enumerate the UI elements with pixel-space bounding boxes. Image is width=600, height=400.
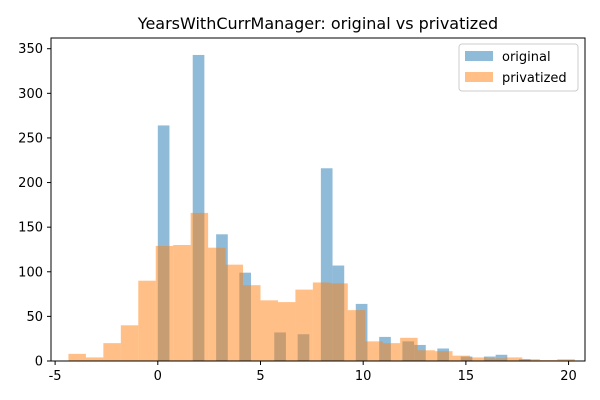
- privatized-bar: [295, 289, 313, 361]
- original-bar: [192, 54, 205, 361]
- original-legend-swatch: [465, 51, 493, 61]
- privatized-bar: [347, 310, 366, 361]
- plot-frame: [50, 37, 586, 362]
- privatized-bar: [260, 300, 278, 361]
- privatized-bar: [365, 341, 383, 361]
- privatized-legend-label: privatized: [502, 71, 567, 86]
- privatized-bar: [120, 325, 139, 361]
- privatized-bar: [522, 359, 540, 361]
- privatized-bar: [452, 355, 470, 361]
- privatized-bar: [277, 302, 296, 361]
- y-tick-label: 250: [18, 131, 43, 146]
- x-tick-label: -5: [49, 369, 62, 384]
- privatized-bar: [487, 358, 505, 361]
- privatized-bar: [417, 350, 436, 361]
- original-bar: [495, 354, 508, 361]
- x-tick-label: 0: [154, 369, 162, 384]
- x-tick-label: 15: [458, 369, 475, 384]
- y-tick-label: 100: [18, 265, 43, 280]
- original-legend-label: original: [502, 50, 551, 65]
- privatized-bar: [557, 359, 575, 361]
- privatized-bar: [469, 357, 488, 361]
- x-tick-label: 5: [256, 369, 264, 384]
- y-tick-label: 50: [26, 310, 43, 325]
- privatized-bar: [225, 264, 244, 361]
- privatized-bar: [208, 247, 226, 361]
- privatized-bar: [330, 283, 348, 361]
- x-tick-label: 10: [355, 369, 372, 384]
- privatized-bar: [435, 351, 453, 361]
- privatized-legend-swatch: [465, 72, 493, 82]
- privatized-bar: [103, 343, 121, 361]
- privatized-bar: [312, 282, 331, 361]
- privatized-bar: [400, 337, 418, 361]
- y-tick-label: 0: [35, 355, 43, 370]
- privatized-bar: [155, 245, 174, 361]
- y-tick-label: 300: [18, 87, 43, 102]
- privatized-bar: [382, 343, 401, 361]
- privatized-bar: [68, 353, 86, 361]
- x-tick-label: 20: [560, 369, 577, 384]
- privatized-bar: [190, 212, 209, 361]
- privatized-bar: [138, 280, 156, 361]
- y-tick-label: 350: [18, 42, 43, 57]
- privatized-bar: [85, 357, 104, 361]
- chart-title: YearsWithCurrManager: original vs privat…: [137, 14, 498, 33]
- y-tick-label: 150: [18, 221, 43, 236]
- privatized-bar: [504, 357, 523, 361]
- original-bar: [157, 125, 170, 361]
- privatized-bar: [243, 285, 261, 361]
- bars-layer: [68, 54, 575, 361]
- original-bar: [320, 168, 333, 361]
- privatized-bar: [173, 245, 191, 361]
- legend: original privatized: [458, 43, 579, 92]
- y-tick-label: 200: [18, 176, 43, 191]
